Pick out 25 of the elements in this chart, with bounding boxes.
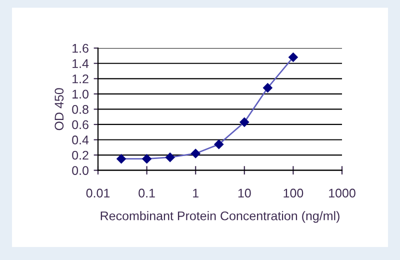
x-tick-label: 0.1	[138, 188, 155, 198]
point	[240, 118, 250, 127]
x-tick-label: 1	[193, 188, 198, 198]
point	[142, 154, 152, 164]
y-tick-label: 0.4	[72, 136, 89, 144]
y-tick-label: 1.2	[72, 74, 88, 84]
point	[190, 148, 200, 158]
point	[214, 140, 224, 149]
y-axis-title: OD 450	[54, 88, 64, 130]
y-tick-label: 1.4	[72, 59, 89, 68]
point	[165, 152, 175, 162]
y-tick-label: 1.0	[72, 90, 88, 99]
x-tick-label: 0.01	[86, 188, 110, 198]
y-tick-label: 1.6	[72, 44, 88, 53]
y-tick-label: 0.6	[72, 120, 88, 130]
y-tick-label: 0.0	[72, 166, 88, 175]
point	[263, 83, 272, 92]
x-tick-label: 1000	[329, 188, 356, 198]
x-tick-label: 10	[238, 188, 251, 198]
point	[116, 154, 126, 164]
x-tick-label: 100	[284, 188, 304, 198]
point	[288, 52, 298, 62]
y-tick-label: 0.2	[72, 150, 88, 160]
y-tick-label: 0.8	[72, 105, 88, 114]
x-axis-title: Recombinant Protein Concentration (ng/ml)	[100, 211, 340, 223]
